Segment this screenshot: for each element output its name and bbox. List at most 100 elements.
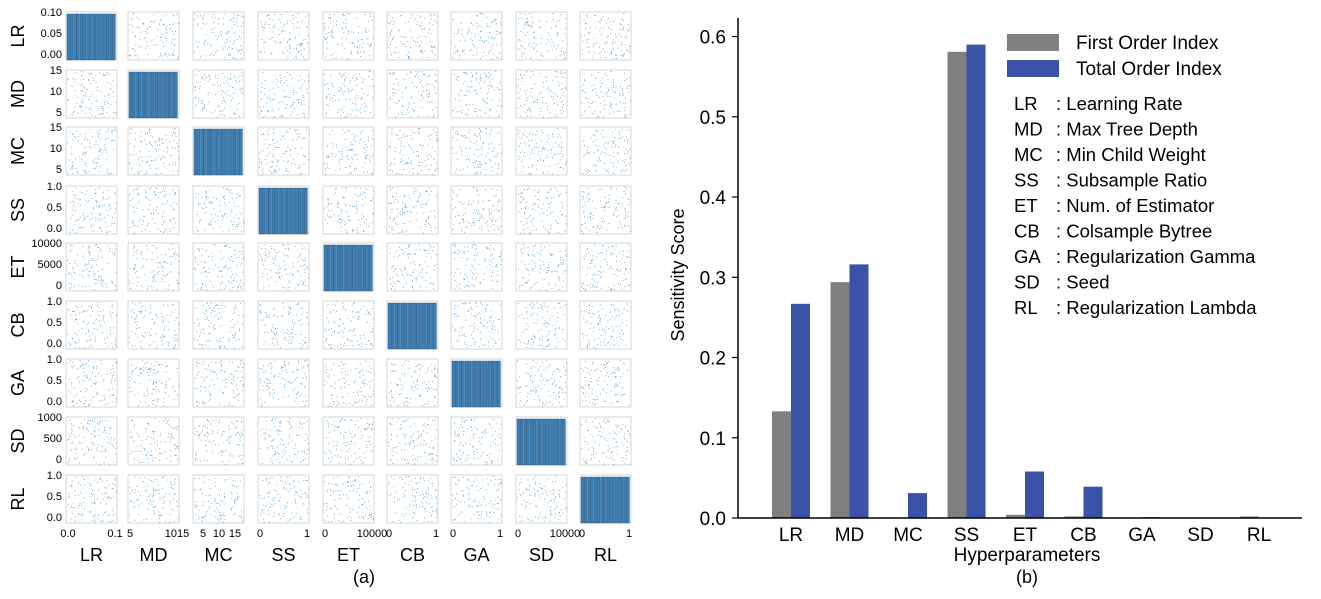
histogram-bar (294, 187, 298, 235)
bar-first-order-rl (1240, 516, 1259, 518)
histogram-bar (584, 476, 588, 524)
matrix-cell-frame (322, 11, 375, 61)
legend-label-total-order: Total Order Index (1076, 59, 1222, 80)
abbrev-meaning-rl: : Regularization Lambda (1056, 297, 1257, 318)
scatter-points (67, 302, 117, 349)
x-tick-label-rl: RL (1247, 525, 1271, 546)
bar-total-order-mc (908, 493, 927, 518)
y-tick-label: 500 (44, 433, 62, 445)
histogram-bar (132, 71, 136, 119)
legend: First Order Index Total Order Index (1007, 33, 1222, 80)
histogram-bar (167, 71, 172, 119)
matrix-cell-frame (192, 358, 245, 408)
y-tick-label: 10 (50, 86, 62, 98)
matrix-cell-frame (386, 126, 439, 176)
scatter-points (452, 302, 501, 348)
x-tick-label-ga: GA (1128, 525, 1156, 546)
histogram-bar (413, 302, 418, 350)
y-tick-label: 0.5 (700, 108, 726, 129)
x-tick-label: 0 (322, 528, 328, 540)
y-tick-label: 0.3 (700, 268, 726, 289)
histogram-bar (597, 476, 601, 524)
histogram-bar (158, 71, 162, 119)
scatter-points (388, 13, 437, 60)
histogram-bar (83, 13, 87, 61)
y-tick-label: 0.0 (700, 509, 726, 530)
histogram-bar (346, 244, 350, 292)
histogram-bar (262, 187, 266, 235)
row-label-md: MD (8, 80, 28, 108)
y-tick-label: 5000 (38, 259, 62, 271)
scatter-points (259, 476, 309, 523)
x-tick-label-cb: CB (1070, 525, 1096, 546)
histogram-bar (112, 13, 116, 61)
x-tick-label: 0 (257, 528, 263, 540)
column-label-cb: CB (400, 545, 425, 565)
histogram-bar (559, 418, 563, 466)
abbrev-meaning-mc: : Min Child Weight (1056, 144, 1206, 165)
histogram-bar (491, 360, 495, 408)
column-label-rl: RL (594, 545, 617, 565)
bar-total-order-lr (791, 303, 810, 518)
matrix-cell-frame (65, 358, 118, 408)
histogram-bar (79, 13, 83, 61)
abbrev-code-md: MD (1014, 119, 1043, 140)
histogram-bar (210, 128, 214, 176)
matrix-cell-frame (322, 126, 375, 176)
histogram-bar (298, 187, 302, 235)
x-tick-label: 0.0 (60, 528, 75, 540)
matrix-cell-frame (515, 185, 568, 235)
abbrev-meaning-sd: : Seed (1056, 272, 1110, 293)
column-label-ss: SS (271, 545, 295, 565)
histogram-bar (593, 476, 597, 524)
histogram-bar (291, 187, 295, 235)
matrix-cell-frame (579, 242, 632, 292)
matrix-cell-frame (579, 11, 632, 61)
histogram-bar (471, 360, 475, 408)
histogram-bar (174, 71, 178, 119)
histogram-bar (542, 418, 547, 466)
matrix-cell-frame (65, 185, 118, 235)
y-tick-label: 0.5 (47, 202, 62, 214)
histogram-bar (343, 244, 347, 292)
y-tick-label: 10 (50, 143, 62, 155)
histogram-bar (109, 13, 113, 61)
bars (772, 44, 1259, 519)
histogram-bar (229, 128, 233, 176)
histogram-bar (86, 13, 90, 61)
x-tick-label: 0 (579, 528, 585, 540)
y-tick-label: 5 (56, 164, 62, 176)
abbrev-meaning-cb: : Colsample Bytree (1056, 221, 1212, 242)
x-tick-label: 1015 (165, 528, 189, 540)
matrix-cell-frame (65, 300, 118, 350)
matrix-cell-frame (386, 474, 439, 524)
histogram-bar (145, 71, 149, 119)
y-tick-label: 0.5 (47, 375, 62, 387)
x-tick-label: 0 (386, 528, 392, 540)
scatter-points (259, 13, 309, 60)
scatter-points (517, 360, 567, 407)
histogram-bar (523, 418, 527, 466)
histogram-bar (427, 302, 431, 350)
abbrev-code-rl: RL (1014, 297, 1038, 318)
matrix-cell-frame (192, 11, 245, 61)
histogram-bar (451, 360, 455, 408)
y-tick-label: 0.6 (700, 28, 726, 49)
column-label-et: ET (337, 545, 360, 565)
histogram-bar (327, 244, 331, 292)
x-axis-label: Hyperparameters (954, 545, 1101, 566)
abbrev-code-ga: GA (1014, 246, 1041, 267)
histogram-bar (359, 244, 363, 292)
matrix-cell-frame (515, 358, 568, 408)
histogram-bar (219, 128, 224, 176)
matrix-cell-frame (192, 300, 245, 350)
row-label-mc: MC (8, 137, 28, 165)
histogram-bar (73, 13, 77, 61)
matrix-cell-frame (579, 126, 632, 176)
matrix-cell-frame (579, 416, 632, 466)
y-tick-label: 0 (56, 454, 62, 466)
matrix-cell-frame (515, 300, 568, 350)
histogram-bar (271, 187, 275, 235)
matrix-cell-frame (192, 242, 245, 292)
histogram-bar (353, 244, 357, 292)
